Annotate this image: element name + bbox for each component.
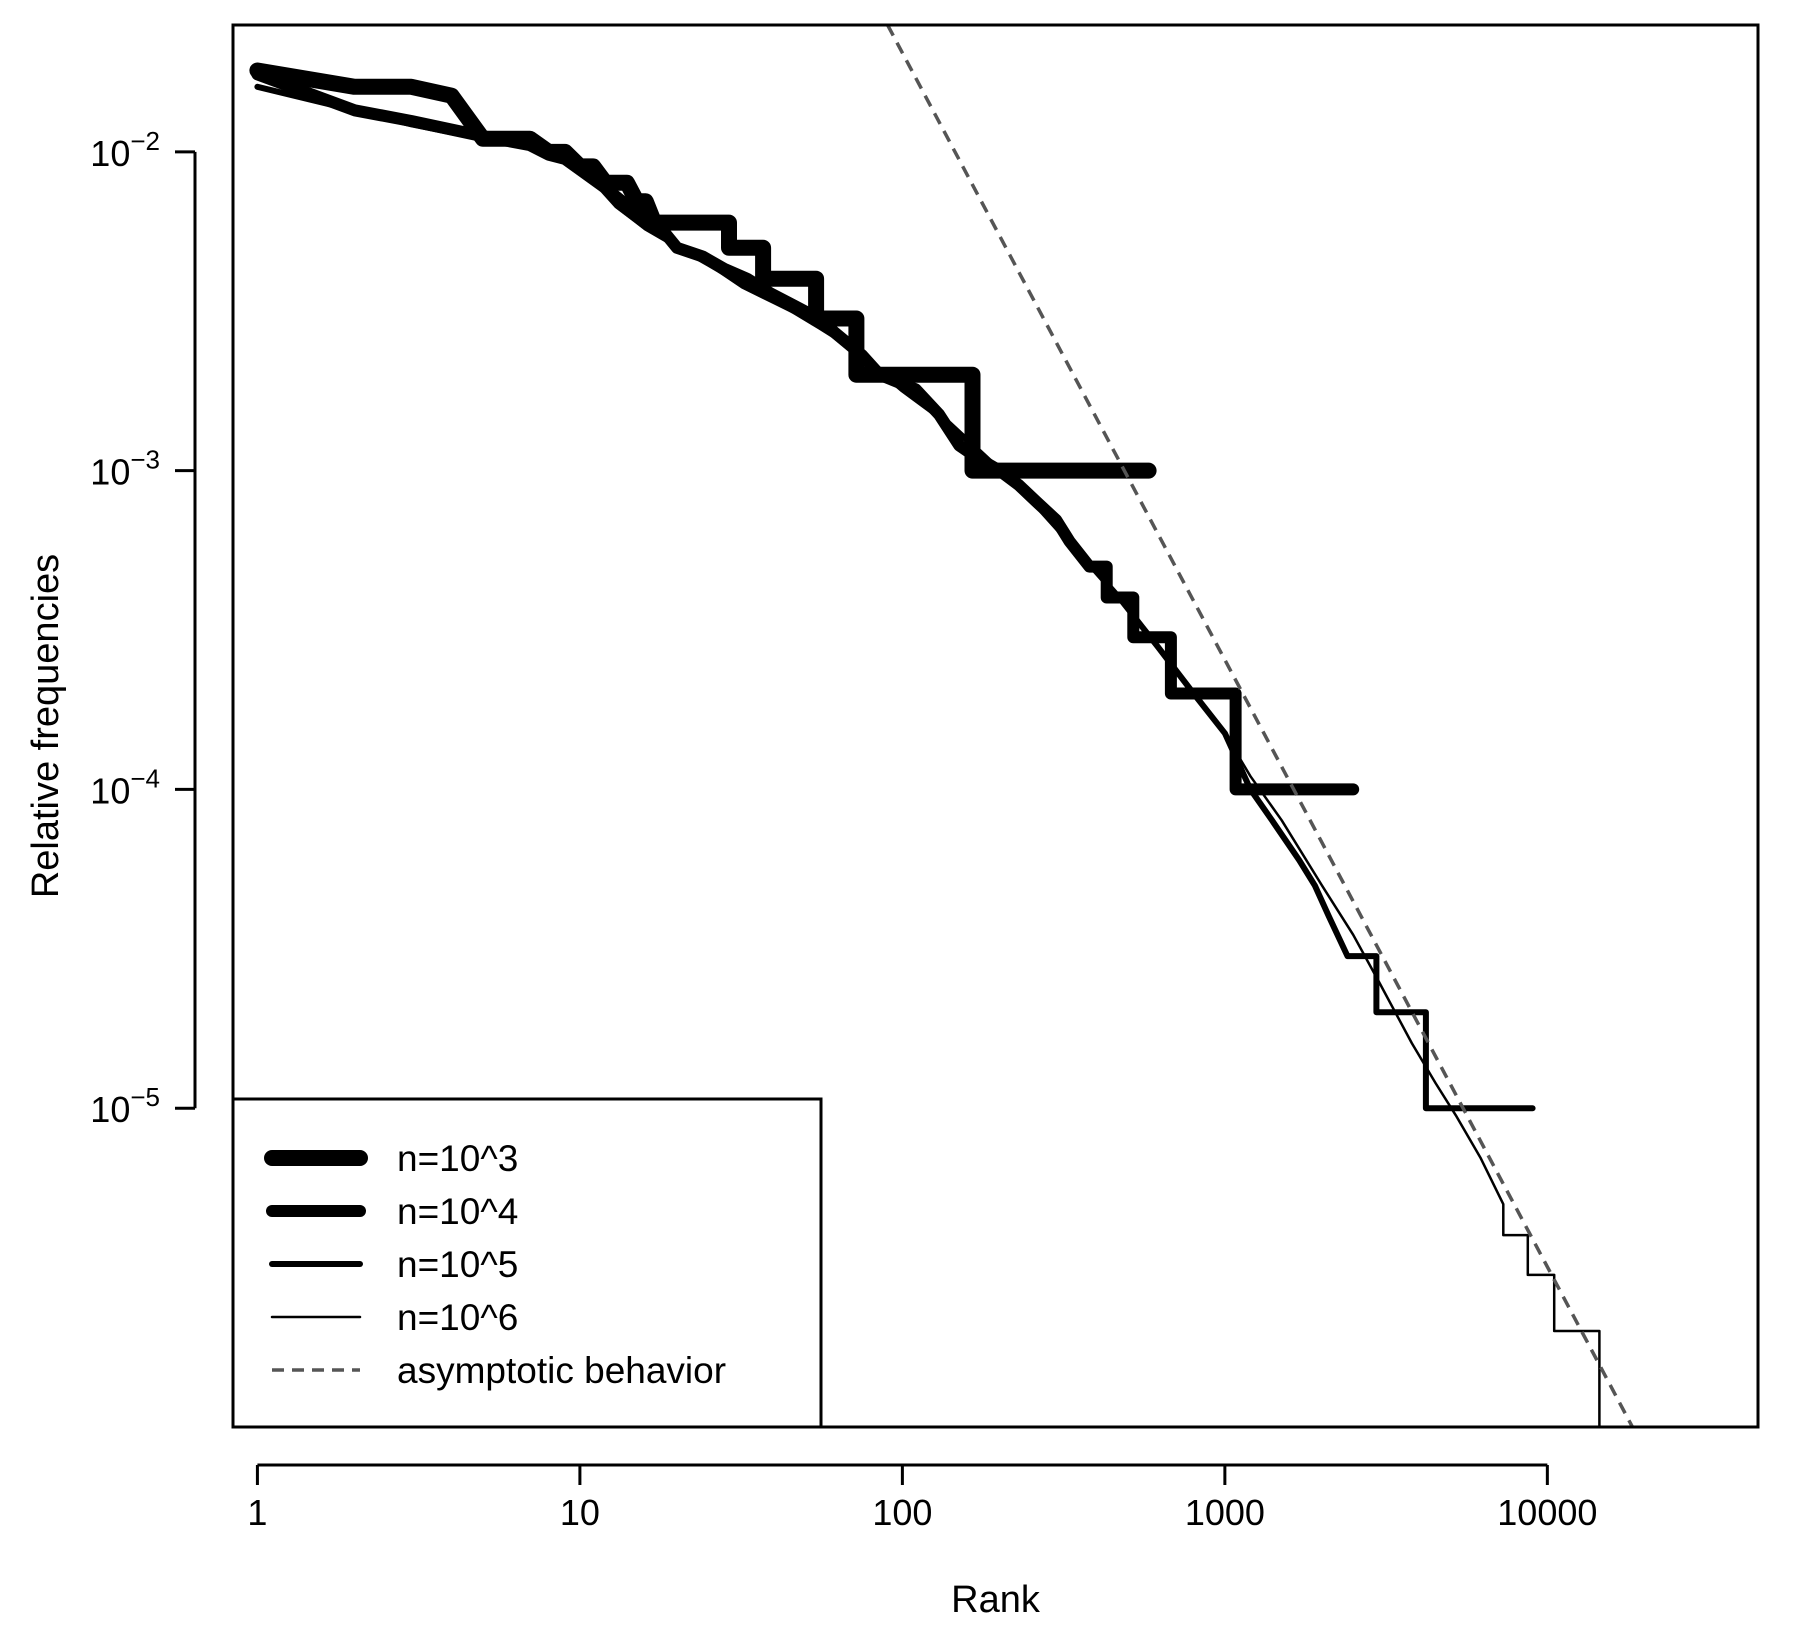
x-tick-label: 10000 (1497, 1492, 1597, 1533)
legend-label: asymptotic behavior (397, 1350, 726, 1391)
y-tick-label: 10−4 (90, 763, 160, 811)
y-tick-label: 10−5 (90, 1082, 160, 1130)
series-line-5 (886, 25, 1635, 1427)
x-tick-label: 10 (560, 1492, 600, 1533)
x-axis-title: Rank (951, 1579, 1041, 1621)
plot-box (231, 23, 1760, 1429)
y-tick-label: 10−3 (90, 445, 160, 493)
legend-label: n=10^6 (397, 1297, 518, 1338)
series-line-2 (251, 68, 1360, 796)
x-tick-label: 1 (247, 1492, 267, 1533)
y-axis-title: Relative frequencies (25, 554, 67, 898)
x-axis: 1 10 100 1000 10000 (247, 1463, 1597, 1533)
series-layer (249, 25, 1703, 1427)
legend-label: n=10^4 (397, 1191, 518, 1232)
x-tick-label: 100 (872, 1492, 932, 1533)
series-line-3 (254, 83, 1536, 1112)
series-line-4 (256, 85, 1703, 1427)
series-line-1 (249, 62, 1157, 479)
x-tick-label: 1000 (1185, 1492, 1265, 1533)
legend-label: n=10^5 (397, 1244, 518, 1285)
legend-label: n=10^3 (397, 1138, 518, 1179)
y-axis: 10−2 10−3 10−4 10−5 (90, 126, 197, 1130)
legend: n=10^3 n=10^4 n=10^5 n=10^6 asymptotic behav… (231, 1097, 823, 1429)
y-tick-label: 10−2 (90, 126, 160, 174)
